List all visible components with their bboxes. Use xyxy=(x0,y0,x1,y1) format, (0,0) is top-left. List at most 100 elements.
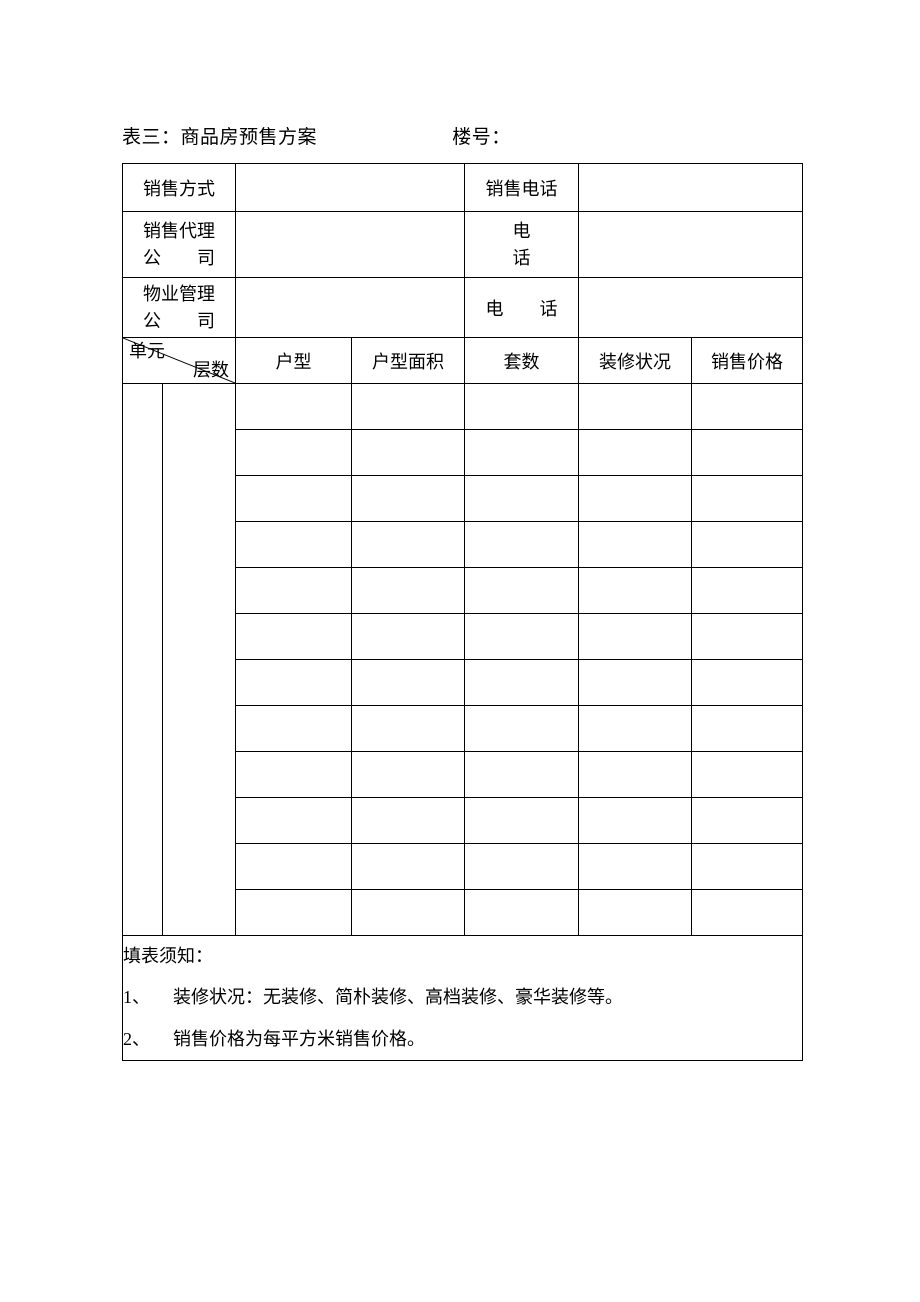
cell xyxy=(352,522,465,568)
cell xyxy=(236,614,352,660)
cell xyxy=(236,752,352,798)
cell xyxy=(692,430,803,476)
property-phone-label: 电 话 xyxy=(465,278,579,338)
col-header-4: 销售价格 xyxy=(692,338,803,384)
cell xyxy=(579,568,692,614)
sales-method-label: 销售方式 xyxy=(123,164,236,212)
note-text: 装修状况：无装修、简朴装修、高档装修、豪华装修等。 xyxy=(173,987,623,1007)
cell xyxy=(692,752,803,798)
cell xyxy=(236,522,352,568)
cell xyxy=(692,476,803,522)
agency-label: 销售代理 公 司 xyxy=(123,212,236,278)
diag-bottom-label: 层数 xyxy=(193,361,229,379)
property-phone-value xyxy=(579,278,803,338)
cell xyxy=(579,706,692,752)
title-left: 表三：商品房预售方案 xyxy=(122,122,317,149)
cell xyxy=(352,706,465,752)
title-line: 表三：商品房预售方案 楼号： xyxy=(122,122,802,149)
diag-top-label: 单元 xyxy=(129,342,165,360)
document-page: 表三：商品房预售方案 楼号： 销售方式 销售电话 销售代理 公 司 xyxy=(122,122,802,1061)
cell xyxy=(465,522,579,568)
cell xyxy=(236,890,352,936)
cell xyxy=(236,844,352,890)
cell xyxy=(579,476,692,522)
cell xyxy=(579,798,692,844)
note-item: 2、销售价格为每平方米销售价格。 xyxy=(123,1019,802,1060)
header-row-sales: 销售方式 销售电话 xyxy=(123,164,803,212)
notes-heading: 填表须知： xyxy=(123,936,802,977)
cell xyxy=(352,614,465,660)
cell xyxy=(579,660,692,706)
cell xyxy=(579,844,692,890)
cell xyxy=(236,568,352,614)
cell xyxy=(465,660,579,706)
header-row-agency: 销售代理 公 司 电 话 xyxy=(123,212,803,278)
cell xyxy=(579,890,692,936)
title-right: 楼号： xyxy=(452,122,511,149)
cell xyxy=(465,890,579,936)
property-label: 物业管理 公 司 xyxy=(123,278,236,338)
cell xyxy=(352,430,465,476)
cell xyxy=(236,384,352,430)
cell xyxy=(352,384,465,430)
note-number: 1、 xyxy=(123,977,173,1018)
cell xyxy=(579,384,692,430)
property-label-line2: 公 司 xyxy=(123,308,235,335)
note-number: 2、 xyxy=(123,1019,173,1060)
cell xyxy=(465,752,579,798)
agency-phone-label: 电 话 xyxy=(465,212,579,278)
cell xyxy=(579,522,692,568)
cell xyxy=(465,844,579,890)
property-label-line1: 物业管理 xyxy=(123,281,235,308)
cell xyxy=(236,798,352,844)
cell xyxy=(352,752,465,798)
cell xyxy=(236,476,352,522)
agency-phone-label-line1: 电 xyxy=(465,218,578,245)
cell xyxy=(465,798,579,844)
cell xyxy=(692,890,803,936)
cell xyxy=(465,706,579,752)
cell xyxy=(236,706,352,752)
presale-table: 销售方式 销售电话 销售代理 公 司 电 话 物业管理 公 司 xyxy=(122,163,803,1061)
cell xyxy=(352,568,465,614)
agency-value xyxy=(236,212,465,278)
agency-label-line2: 公 司 xyxy=(123,245,235,272)
cell xyxy=(465,476,579,522)
cell xyxy=(236,430,352,476)
sales-phone-label: 销售电话 xyxy=(465,164,579,212)
agency-phone-label-line2: 话 xyxy=(465,245,578,272)
cell xyxy=(236,660,352,706)
cell xyxy=(352,660,465,706)
agency-phone-value xyxy=(579,212,803,278)
cell xyxy=(579,430,692,476)
notes-row: 填表须知： 1、装修状况：无装修、简朴装修、高档装修、豪华装修等。 2、销售价格… xyxy=(123,936,803,1061)
cell xyxy=(692,798,803,844)
cell xyxy=(352,476,465,522)
cell xyxy=(465,614,579,660)
notes-cell: 填表须知： 1、装修状况：无装修、简朴装修、高档装修、豪华装修等。 2、销售价格… xyxy=(123,936,803,1061)
cell xyxy=(692,660,803,706)
cell xyxy=(579,752,692,798)
cell xyxy=(692,614,803,660)
cell xyxy=(465,384,579,430)
cell xyxy=(692,844,803,890)
diagonal-header-cell: 单元 层数 xyxy=(123,338,236,384)
col-header-1: 户型面积 xyxy=(352,338,465,384)
col-header-0: 户型 xyxy=(236,338,352,384)
cell xyxy=(465,568,579,614)
header-row-property: 物业管理 公 司 电 话 xyxy=(123,278,803,338)
table-row xyxy=(123,384,803,430)
cell xyxy=(352,798,465,844)
col-header-3: 装修状况 xyxy=(579,338,692,384)
note-text: 销售价格为每平方米销售价格。 xyxy=(173,1029,425,1049)
cell xyxy=(352,890,465,936)
cell xyxy=(579,614,692,660)
sales-method-value xyxy=(236,164,465,212)
unit-col-1 xyxy=(123,384,163,936)
cell xyxy=(692,384,803,430)
note-item: 1、装修状况：无装修、简朴装修、高档装修、豪华装修等。 xyxy=(123,977,802,1018)
property-value xyxy=(236,278,465,338)
cell xyxy=(465,430,579,476)
cell xyxy=(352,844,465,890)
agency-label-line1: 销售代理 xyxy=(123,218,235,245)
